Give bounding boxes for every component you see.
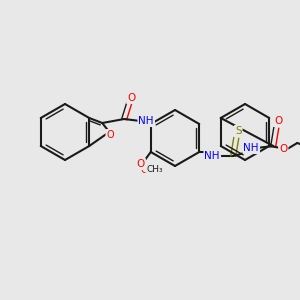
Text: O: O bbox=[274, 116, 282, 126]
Text: S: S bbox=[235, 126, 242, 136]
Text: CH₃: CH₃ bbox=[146, 166, 163, 175]
Text: NH: NH bbox=[244, 143, 259, 153]
Text: O: O bbox=[106, 130, 114, 140]
Text: O: O bbox=[127, 93, 135, 103]
Text: O: O bbox=[136, 159, 145, 169]
Text: O: O bbox=[141, 165, 148, 175]
Text: O: O bbox=[279, 144, 287, 154]
Text: NH: NH bbox=[139, 116, 154, 126]
Text: NH: NH bbox=[205, 151, 220, 161]
